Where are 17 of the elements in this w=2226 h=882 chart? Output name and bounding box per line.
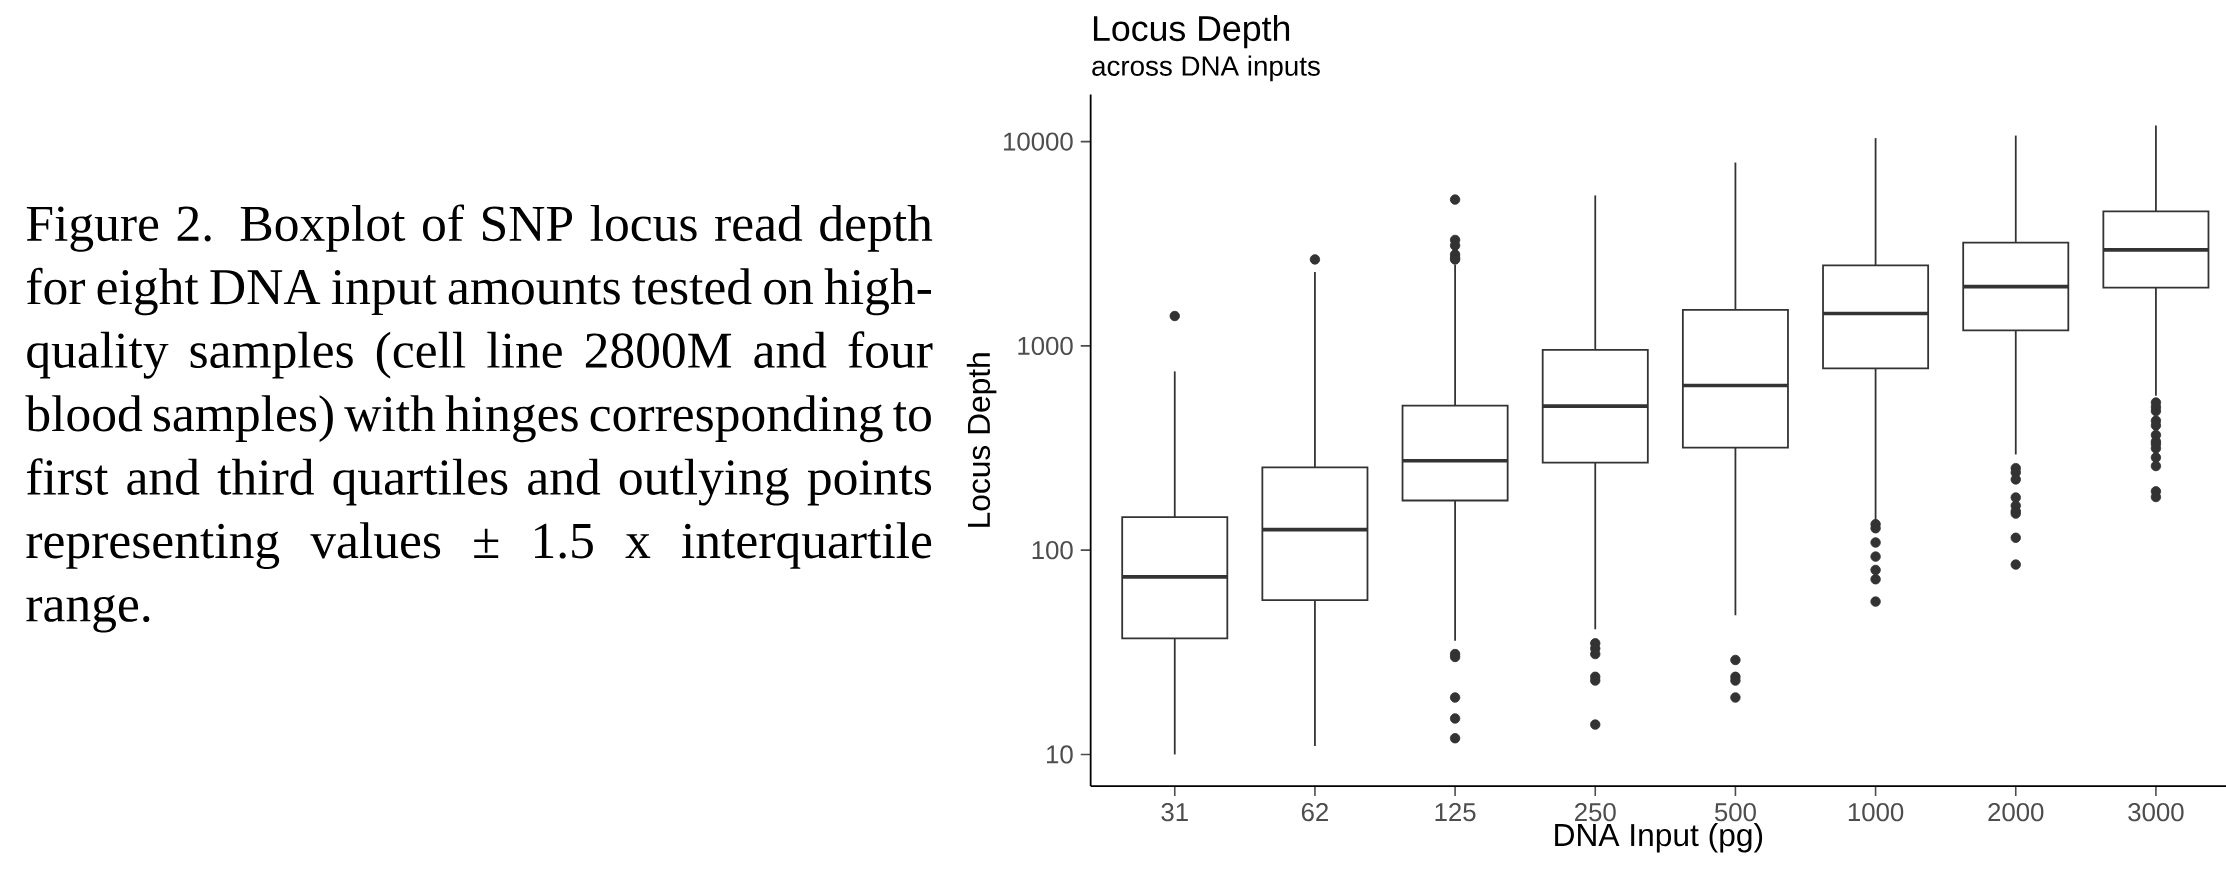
x-tick-label: 125 xyxy=(1435,803,1476,822)
y-tick-label: 10000 xyxy=(1004,132,1073,151)
x-tick-label: 250 xyxy=(1575,803,1616,822)
caption: Figure 2. Boxplot of SNP locus read depth for eight DNA input amounts tested on high-quality samples (cell line 2800M and four blood samples) with hinges corresponding to first and third quartiles and outlying points representing values ± 1.5 x interquartile range. xyxy=(25,204,933,633)
x-tick-label: 3000 xyxy=(2128,803,2184,822)
y-axis-title: Locus Depth xyxy=(966,353,997,527)
y-tick-label: 100 xyxy=(1032,541,1073,560)
x-tick-label: 500 xyxy=(1714,803,1756,822)
y-tick-label: 1000 xyxy=(1018,336,1073,356)
y-tick-label: 10 xyxy=(1047,745,1073,764)
chart-title: Locus Depth xyxy=(1093,15,1290,49)
x-tick-label: 62 xyxy=(1301,803,1328,822)
x-tick-label: 31 xyxy=(1161,803,1188,822)
x-tick-label: 2000 xyxy=(1988,803,2044,822)
x-axis-title: DNA Input (pg) xyxy=(1555,823,1763,853)
x-tick-label: 1000 xyxy=(1848,803,1904,822)
chart-subtitle: across DNA inputs xyxy=(1092,55,1320,82)
